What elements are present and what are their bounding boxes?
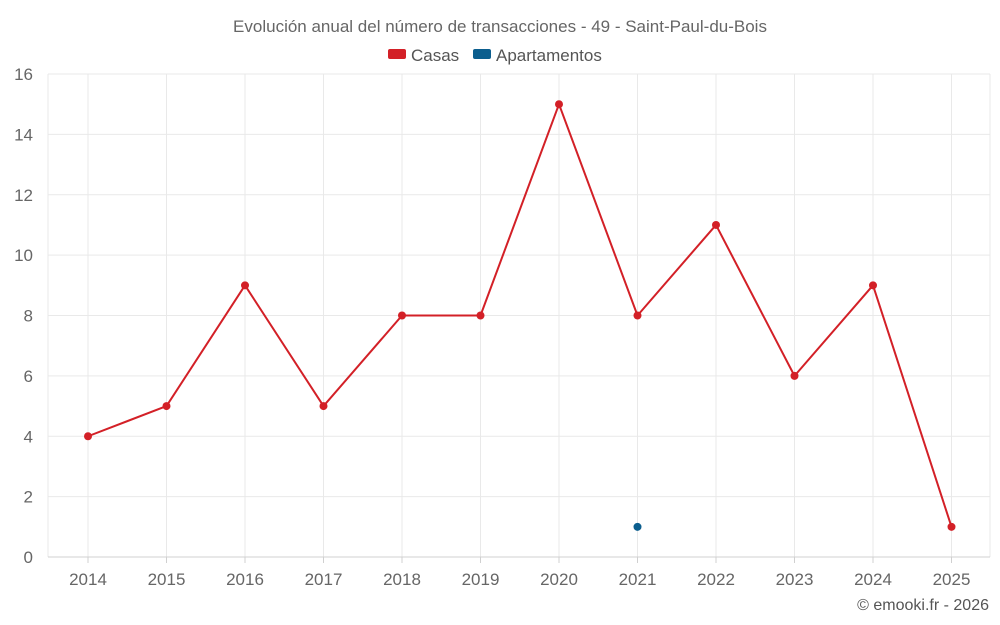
- y-tick-label: 16: [14, 65, 33, 84]
- axes: 0 2 4 6 8 10 12 14 16 2014 2015 2016 2017 2018 2019 202…: [14, 65, 990, 589]
- x-tick-label: 2015: [148, 570, 186, 589]
- x-tick-label: 2021: [619, 570, 657, 589]
- data-point-casas-2016[interactable]: [241, 281, 249, 290]
- data-point-casas-2023[interactable]: [790, 371, 799, 380]
- y-tick-label: 2: [24, 488, 33, 507]
- y-tick-label: 0: [24, 548, 33, 567]
- x-tick-label: 2016: [226, 570, 264, 589]
- y-tick-label: 4: [24, 427, 33, 446]
- x-tick-label: 2022: [697, 570, 735, 589]
- x-tick-label: 2019: [462, 570, 500, 589]
- data-point-casas-2014[interactable]: [84, 432, 92, 441]
- x-tick-label: 2014: [69, 570, 107, 589]
- series-line-casas: [87, 103, 953, 528]
- legend-swatch-casas: [388, 49, 406, 59]
- data-point-casas-2024[interactable]: [869, 281, 877, 290]
- data-point-casas-2022[interactable]: [712, 220, 720, 229]
- y-tick-label: 14: [14, 125, 33, 144]
- y-tick-label: 8: [24, 307, 33, 326]
- data-point-casas-2020[interactable]: [555, 100, 563, 109]
- credit-text: © emooki.fr - 2026: [857, 597, 989, 614]
- legend-item-apartamentos[interactable]: Apartamentos: [473, 46, 602, 65]
- x-tick-label: 2018: [383, 570, 421, 589]
- series: [84, 100, 956, 531]
- x-tick-label: 2024: [854, 570, 892, 589]
- y-tick-label: 12: [14, 186, 33, 205]
- legend: Casas Apartamentos: [388, 46, 602, 65]
- legend-label-apartamentos: Apartamentos: [496, 46, 602, 65]
- y-tick-label: 10: [14, 246, 33, 265]
- legend-swatch-apartamentos: [473, 49, 491, 59]
- data-point-casas-2021[interactable]: [633, 311, 642, 320]
- data-point-casas-2015[interactable]: [162, 402, 171, 411]
- x-tick-label: 2025: [933, 570, 971, 589]
- x-tick-label: 2017: [305, 570, 343, 589]
- legend-item-casas[interactable]: Casas: [388, 46, 459, 65]
- x-tick-label: 2020: [540, 570, 578, 589]
- data-point-apartamentos-2021[interactable]: [633, 522, 642, 531]
- data-point-casas-2019[interactable]: [476, 311, 485, 320]
- data-point-casas-2017[interactable]: [319, 402, 328, 411]
- chart-title: Evolución anual del número de transaccio…: [233, 17, 767, 36]
- y-tick-label: 6: [24, 367, 33, 386]
- x-tick-label: 2023: [776, 570, 814, 589]
- data-point-casas-2025[interactable]: [947, 522, 956, 531]
- grid: [47, 73, 991, 557]
- data-point-casas-2018[interactable]: [398, 311, 406, 320]
- legend-label-casas: Casas: [411, 46, 459, 65]
